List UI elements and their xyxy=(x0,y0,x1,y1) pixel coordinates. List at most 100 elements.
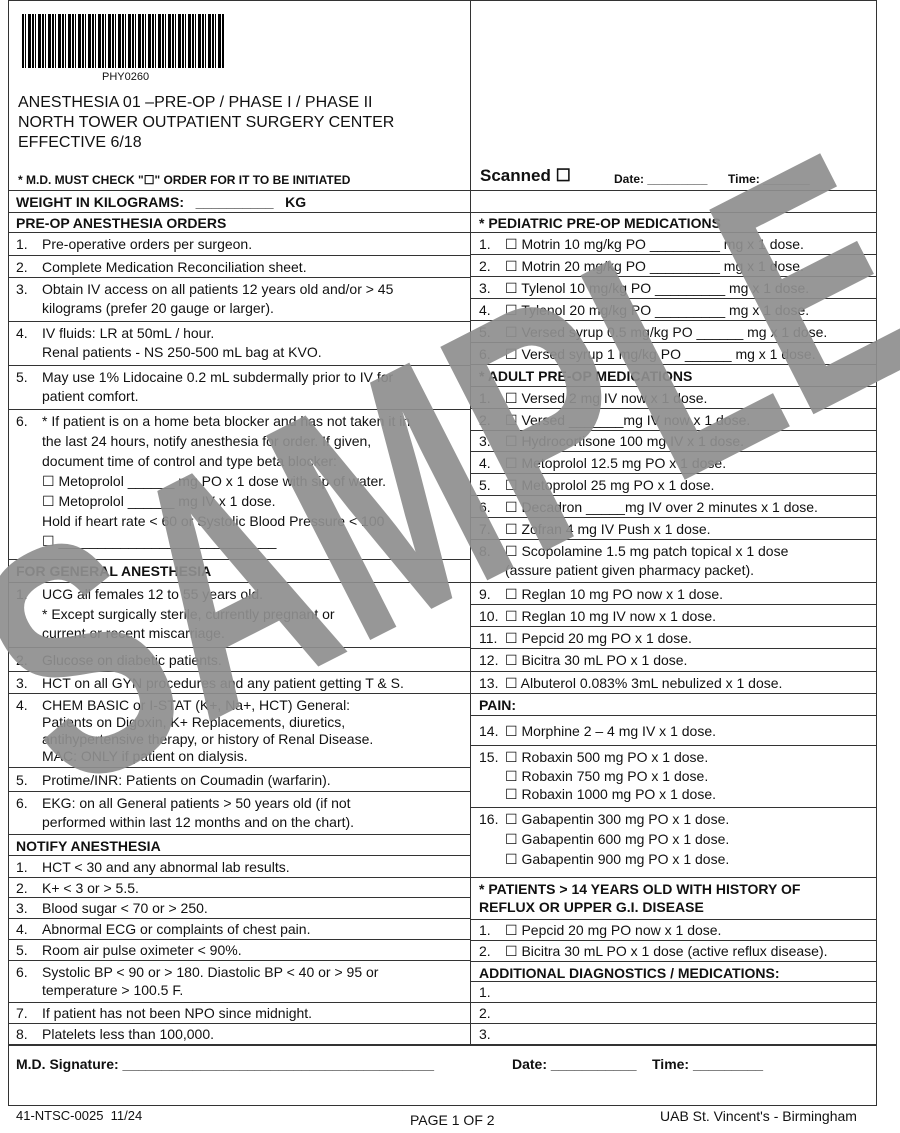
item-text: Abnormal ECG or complaints of chest pain… xyxy=(42,921,311,937)
item-text: HCT on all GYN procedures and any patien… xyxy=(42,674,404,691)
form-row xyxy=(471,941,876,962)
section-heading: * PEDIATRIC PRE-OP MEDICATIONS xyxy=(479,215,721,231)
item-text: ☐ Motrin 10 mg/kg PO _________ mg x 1 do… xyxy=(505,235,804,252)
form-row xyxy=(8,919,470,940)
item-number: 3. xyxy=(479,279,491,296)
section-heading: * PATIENTS > 14 YEARS OLD WITH HISTORY O… xyxy=(479,881,801,897)
form-row xyxy=(471,878,876,920)
item-text: ☐ Scopolamine 1.5 mg patch topical x 1 d… xyxy=(505,543,789,559)
column-divider xyxy=(470,0,471,1045)
item-text: ☐ Robaxin 750 mg PO x 1 dose. xyxy=(505,767,709,784)
item-text: * Except surgically sterile, currently p… xyxy=(42,605,335,622)
item-number: 7. xyxy=(16,1005,28,1021)
item-text: ☐ Robaxin 500 mg PO x 1 dose. xyxy=(505,749,709,765)
item-text: ☐ ____________________________ xyxy=(42,533,277,549)
form-row xyxy=(471,212,876,233)
item-text: If patient has not been NPO since midnig… xyxy=(42,1005,313,1021)
form-row xyxy=(471,321,876,343)
section-heading: NOTIFY ANESTHESIA xyxy=(16,838,161,854)
form-row xyxy=(471,277,876,299)
item-number: 3. xyxy=(16,281,28,297)
signature-time: Time: _________ xyxy=(652,1056,764,1072)
item-number: 14. xyxy=(479,722,499,739)
item-text: Renal patients - NS 250-500 mL bag at KV… xyxy=(42,344,322,360)
section-heading: REFLUX OR UPPER G.I. DISEASE xyxy=(479,899,704,915)
form-row xyxy=(471,1024,876,1045)
form-row xyxy=(8,878,470,898)
item-number: 5. xyxy=(479,476,491,493)
item-text: performed within last 12 months and on t… xyxy=(42,813,355,830)
form-row xyxy=(8,212,470,233)
item-text: ☐ Pepcid 20 mg PO x 1 dose. xyxy=(505,629,692,646)
form-row xyxy=(471,920,876,941)
section-heading: * ADULT PRE-OP MEDICATIONS xyxy=(479,368,693,384)
item-text: Obtain IV access on all patients 12 year… xyxy=(42,281,394,297)
rule xyxy=(8,1045,876,1046)
rule xyxy=(8,212,876,213)
form-row xyxy=(8,835,470,856)
item-text: ☐ Metoprolol 25 mg PO x 1 dose. xyxy=(505,476,715,493)
title-line: NORTH TOWER OUTPATIENT SURGERY CENTER xyxy=(18,114,395,131)
barcode-label: PHY0260 xyxy=(102,71,150,83)
item-number: 10. xyxy=(479,607,499,624)
form-row xyxy=(471,255,876,277)
item-text: ☐ Albuterol 0.083% 3mL nebulized x 1 dos… xyxy=(505,674,783,691)
form-number: 41-NTSC-0025 11/24 xyxy=(16,1108,143,1123)
form-row xyxy=(8,792,470,835)
item-text: ☐ Motrin 20 mg/kg PO _________ mg x 1 do… xyxy=(505,257,804,274)
item-text: ☐ Versed _______mg IV now x 1 dose. xyxy=(505,411,751,428)
form-row xyxy=(8,940,470,961)
item-text: Systolic BP < 90 or > 180. Diastolic BP … xyxy=(42,964,379,980)
form-row xyxy=(471,583,876,605)
scan-date: Date: _________ xyxy=(614,172,708,186)
item-number: 8. xyxy=(479,543,491,559)
item-number: 12. xyxy=(479,652,499,668)
item-number: 6. xyxy=(16,413,28,429)
form-row xyxy=(471,716,876,746)
item-number: 1. xyxy=(479,235,491,252)
form-row xyxy=(471,962,876,982)
item-text: ☐ Bicitra 30 mL PO x 1 dose. xyxy=(505,652,688,668)
item-text: K+ < 3 or > 5.5. xyxy=(42,879,139,896)
item-text: IV fluids: LR at 50mL / hour. xyxy=(42,325,215,341)
item-text: Pre-operative orders per surgeon. xyxy=(42,236,253,252)
barcode xyxy=(22,14,224,68)
item-number: 6. xyxy=(479,498,491,515)
item-text: ☐ Versed 2 mg IV now x 1 dose. xyxy=(505,389,708,406)
item-text: ☐ Gabapentin 900 mg PO x 1 dose. xyxy=(505,851,730,867)
item-text: Patients on Digoxin, K+ Replacements, di… xyxy=(42,714,346,730)
item-text: current or recent miscarriage. xyxy=(42,625,225,642)
form-row xyxy=(471,540,876,583)
item-text: ☐ Metoprolol 12.5 mg PO x 1 dose. xyxy=(505,454,727,471)
form-row xyxy=(471,518,876,540)
item-text: the last 24 hours, notify anesthesia for… xyxy=(42,433,372,449)
item-text: Platelets less than 100,000. xyxy=(42,1026,215,1042)
item-text: patient comfort. xyxy=(42,388,139,404)
item-number: 3. xyxy=(16,900,28,916)
item-number: 2. xyxy=(479,943,491,959)
item-text: ☐ Decadron _____mg IV over 2 minutes x 1… xyxy=(505,498,818,515)
item-number: 2. xyxy=(16,879,28,896)
form-row xyxy=(471,605,876,627)
item-text: MAC: ONLY if patient on dialysis. xyxy=(42,748,248,764)
item-text: ☐ Hydrocortisone 100 mg IV x 1 dose. xyxy=(505,433,744,449)
weight: WEIGHT IN KILOGRAMS: __________ KG xyxy=(16,194,307,210)
section-heading: FOR GENERAL ANESTHESIA xyxy=(16,563,212,579)
item-number: 9. xyxy=(479,585,491,602)
title-line: ANESTHESIA 01 –PRE-OP / PHASE I / PHASE … xyxy=(18,94,373,111)
form-row xyxy=(8,366,470,410)
item-number: 6. xyxy=(16,964,28,980)
item-text: ☐ Tylenol 20 mg/kg PO _________ mg x 1 d… xyxy=(505,301,810,318)
item-number: 5. xyxy=(479,323,491,340)
item-number: 5. xyxy=(16,942,28,958)
form-row xyxy=(471,982,876,1003)
form-row xyxy=(471,694,876,716)
form-row xyxy=(471,746,876,808)
item-text: UCG all females 12 to 55 years old. xyxy=(42,586,263,602)
item-number: 6. xyxy=(479,345,491,362)
section-heading: ADDITIONAL DIAGNOSTICS / MEDICATIONS: xyxy=(479,965,780,981)
form-row xyxy=(471,431,876,452)
item-text: Hold if heart rate < 60 or Systolic Bloo… xyxy=(42,513,385,529)
organization: UAB St. Vincent's - Birmingham xyxy=(660,1108,857,1124)
item-text: ☐ Bicitra 30 mL PO x 1 dose (active refl… xyxy=(505,943,828,959)
